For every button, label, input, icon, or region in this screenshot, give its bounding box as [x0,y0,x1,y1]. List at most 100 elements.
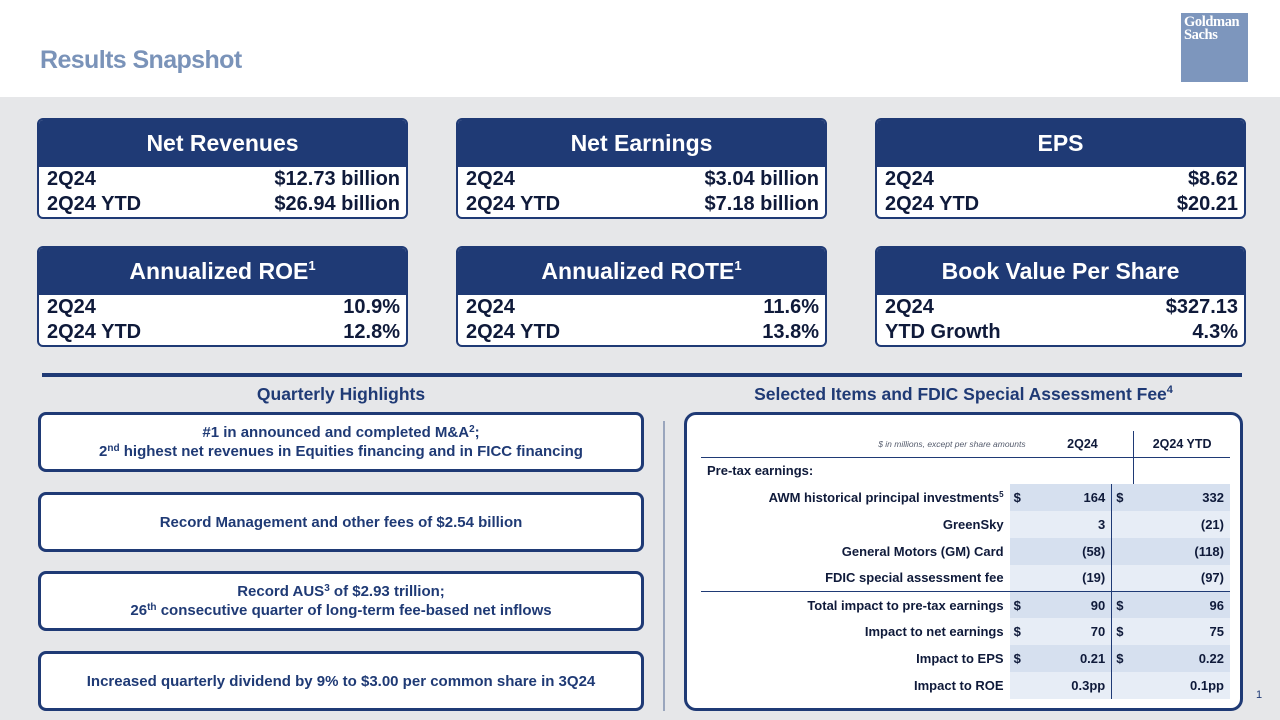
highlight-line: Record Management and other fees of $2.5… [159,513,523,531]
page-title: Results Snapshot [40,46,242,74]
currency-symbol [1111,672,1134,700]
card-row: 2Q24 $8.62 [885,168,1238,190]
table-row: General Motors (GM) Card (58) (118) [701,537,1230,565]
row-label: Total impact to pre-tax earnings [701,590,1010,619]
card-title: Annualized ROTE1 [458,248,825,295]
currency-symbol: $ [1111,645,1134,673]
goldman-sachs-logo: Goldman Sachs [1181,13,1248,82]
currency-symbol: $ [1111,618,1134,646]
row-label: AWM historical principal investments5 [768,489,1004,505]
value-2q24-ytd: 332 [1133,483,1230,511]
currency-symbol [1111,564,1134,592]
value-2q24: (19) [1031,564,1112,592]
value-2q24-ytd: 0.22 [1133,645,1230,673]
logo-line-1: Goldman [1184,14,1240,30]
currency-symbol: $ [1009,645,1032,673]
card-row: 2Q24 11.6% [466,296,819,318]
currency-symbol: $ [1009,618,1032,646]
selected-items-title: Selected Items and FDIC Special Assessme… [754,384,1173,404]
highlight-line: Increased quarterly dividend by 9% to $3… [86,672,596,690]
card-row: 2Q24 $327.13 [885,296,1238,318]
card-title: Net Earnings [458,120,825,167]
value-2q24-ytd: 75 [1133,618,1230,646]
card-net-revenues: Net Revenues 2Q24 $12.73 billion 2Q24 YTD… [37,118,408,219]
card-eps: EPS 2Q24 $8.62 2Q24 YTD $20.21 [875,118,1246,219]
row-label: General Motors (GM) Card [841,543,1004,559]
currency-symbol [1009,564,1032,592]
highlight-line: Record AUS3 of $2.93 trillion; [237,583,445,600]
card-row: 2Q24 YTD $26.94 billion [47,193,400,215]
page-number: 1 [1256,689,1263,701]
card-row: 2Q24 YTD 12.8% [47,321,400,343]
card-row: 2Q24 10.9% [47,296,400,318]
row-label: Impact to ROE [914,678,1004,694]
card-row: 2Q24 $3.04 billion [466,168,819,190]
value-2q24: 164 [1031,483,1112,511]
column-separator [663,421,665,711]
units-note: $ in millions, except per share amounts [701,431,1032,458]
value-2q24: 70 [1031,618,1112,646]
table-row: GreenSky 3 (21) [701,510,1230,538]
logo-line-2: Sachs [1184,27,1218,43]
card-row: 2Q24 YTD $20.21 [885,193,1238,215]
value-2q24: 90 [1031,590,1112,619]
value-2q24: (58) [1031,537,1112,565]
section-row: Pre-tax earnings: [701,457,1230,484]
currency-symbol [1009,672,1032,700]
row-label: Impact to EPS [916,651,1004,667]
card-row: YTD Growth 4.3% [885,321,1238,343]
table-row: FDIC special assessment fee (19) (97) [701,564,1230,592]
card-annualized-rote: Annualized ROTE1 2Q24 11.6% 2Q24 YTD 13.8% [456,246,827,347]
selected-items-table-box: $ in millions, except per share amounts … [684,412,1243,711]
currency-symbol: $ [1111,483,1134,511]
row-label: Impact to net earnings [864,624,1004,640]
header-bar: Results Snapshot Goldman Sachs [0,0,1280,97]
card-row: 2Q24 YTD $7.18 billion [466,193,819,215]
value-2q24-ytd: (21) [1133,510,1230,538]
table-row: Impact to net earnings $ 70 $ 75 [701,618,1230,646]
value-2q24: 0.21 [1031,645,1112,673]
row-label: FDIC special assessment fee [825,570,1004,586]
currency-symbol [1111,537,1134,565]
table-row: Impact to EPS $ 0.21 $ 0.22 [701,645,1230,673]
value-2q24-ytd: 0.1pp [1133,672,1230,700]
value-2q24-ytd: 96 [1133,590,1230,619]
column-header-2q24-ytd: 2Q24 YTD [1133,431,1230,458]
currency-symbol: $ [1009,483,1032,511]
currency-symbol [1009,537,1032,565]
selected-items-table: $ in millions, except per share amounts … [701,431,1230,700]
card-title: EPS [877,120,1244,167]
card-title: Annualized ROE1 [39,248,406,295]
currency-symbol: $ [1009,590,1032,619]
table-header-row: $ in millions, except per share amounts … [701,431,1230,458]
highlight-box: Record Management and other fees of $2.5… [38,492,644,552]
currency-symbol: $ [1111,590,1134,619]
card-net-earnings: Net Earnings 2Q24 $3.04 billion 2Q24 YTD $… [456,118,827,219]
highlight-box: Increased quarterly dividend by 9% to $3… [38,651,644,711]
section-divider [42,373,1242,377]
card-title: Net Revenues [39,120,406,167]
column-header-2q24: 2Q24 [1031,431,1134,458]
highlight-line: #1 in announced and completed M&A2; [202,424,480,441]
highlight-line: 2nd highest net revenues in Equities fin… [99,443,583,460]
card-row: 2Q24 $12.73 billion [47,168,400,190]
value-2q24-ytd: (97) [1133,564,1230,592]
card-title: Book Value Per Share [877,248,1244,295]
highlight-box: Record AUS3 of $2.93 trillion; 26th cons… [38,571,644,631]
quarterly-highlights-title: Quarterly Highlights [256,384,426,404]
card-book-value-per-share: Book Value Per Share 2Q24 $327.13 YTD Gro… [875,246,1246,347]
section-label: Pre-tax earnings: [707,463,814,479]
value-2q24: 3 [1031,510,1112,538]
card-row: 2Q24 YTD 13.8% [466,321,819,343]
value-2q24: 0.3pp [1031,672,1112,700]
highlight-line: 26th consecutive quarter of long-term fe… [130,602,552,619]
currency-symbol [1009,510,1032,538]
table-row: AWM historical principal investments5 $ … [701,483,1230,511]
currency-symbol [1111,510,1134,538]
value-2q24-ytd: (118) [1133,537,1230,565]
row-label: GreenSky [942,516,1004,532]
card-annualized-roe: Annualized ROE1 2Q24 10.9% 2Q24 YTD 12.8% [37,246,408,347]
table-row-total: Total impact to pre-tax earnings $ 90 $ … [701,590,1230,619]
highlight-box: #1 in announced and completed M&A2; 2nd … [38,412,644,472]
table-row: Impact to ROE 0.3pp 0.1pp [701,672,1230,700]
